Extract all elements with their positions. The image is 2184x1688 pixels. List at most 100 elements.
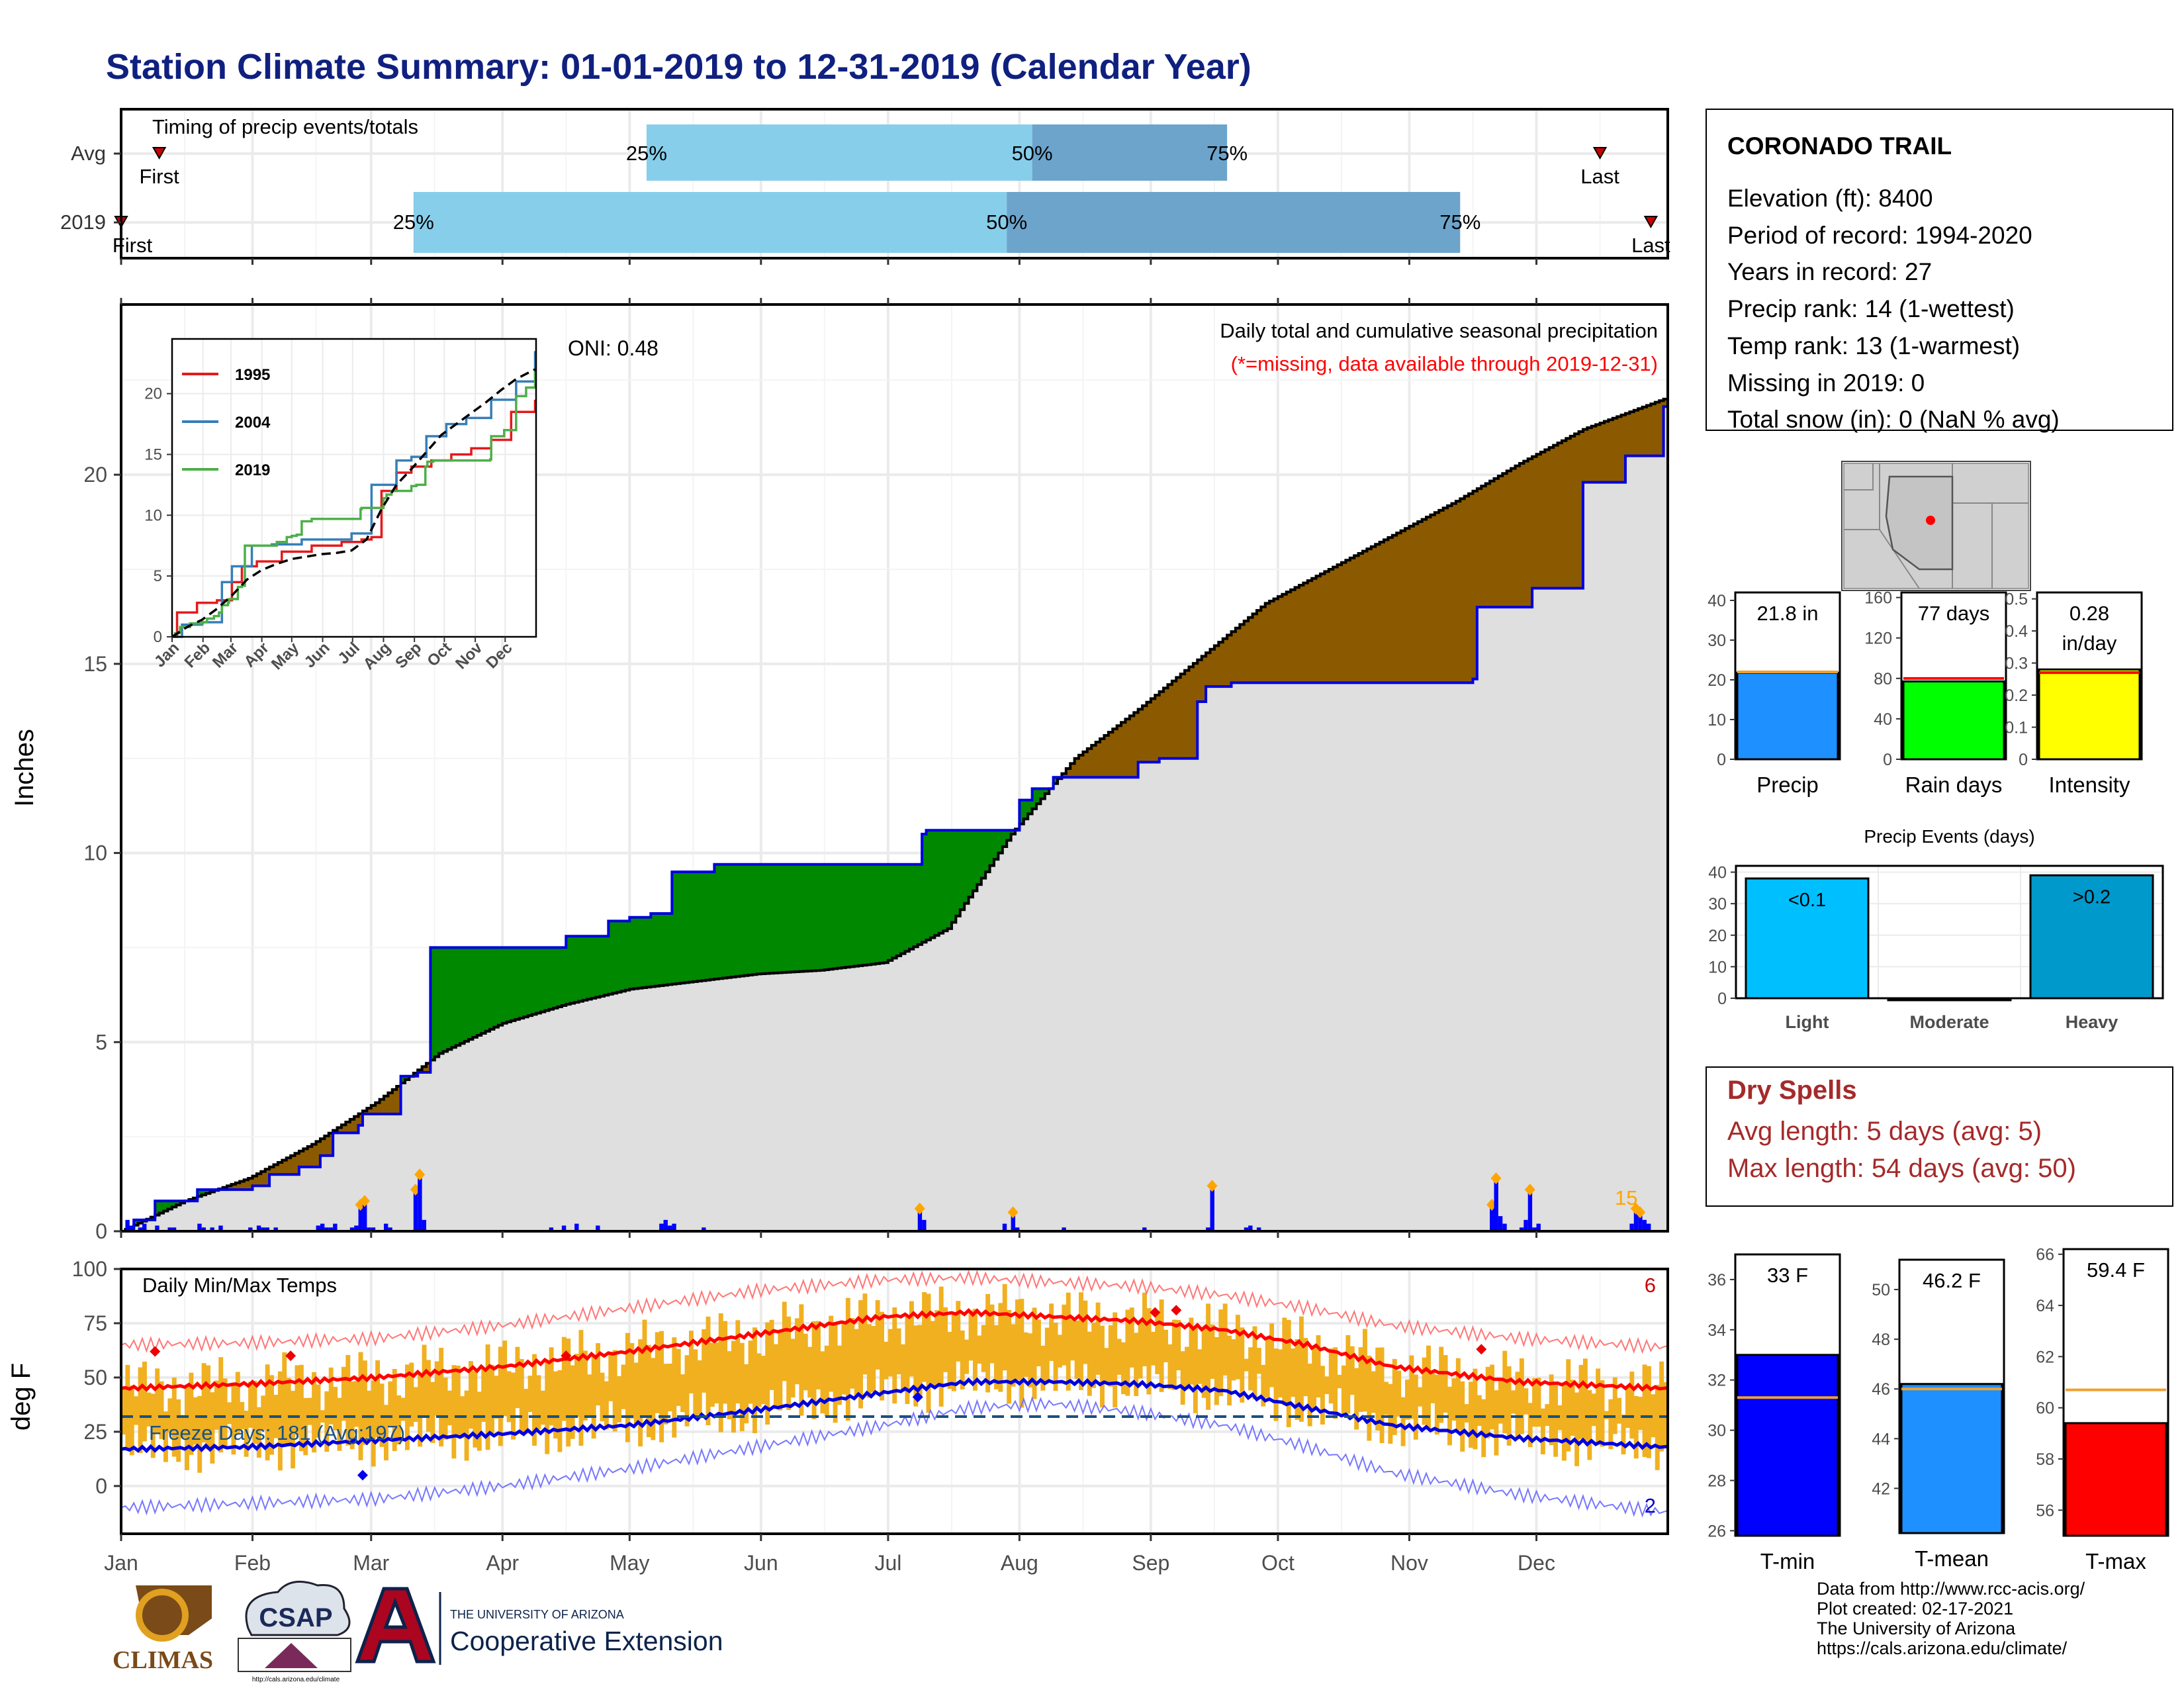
precip-deficit-slice	[1617, 416, 1622, 483]
daily-precip-bar	[1532, 1227, 1537, 1231]
daily-precip-bar	[171, 1227, 177, 1231]
daily-temp-bar	[1291, 1348, 1296, 1397]
summary-ytick-label: 0	[1883, 751, 1892, 769]
daily-temp-bar	[1113, 1312, 1118, 1408]
daily-temp-bar	[756, 1353, 762, 1407]
daily-temp-bar	[884, 1341, 889, 1380]
precip-surplus-slice	[702, 872, 707, 981]
daily-temp-bar	[320, 1410, 325, 1423]
daily-temp-bar	[676, 1348, 681, 1406]
daily-temp-bar	[1083, 1300, 1088, 1364]
daily-temp-bar	[659, 1331, 664, 1442]
daily-temp-bar	[171, 1377, 177, 1457]
summary-ytick-label: 80	[1874, 670, 1892, 688]
daily-temp-bar	[1265, 1337, 1270, 1398]
daily-temp-bar	[1002, 1284, 1007, 1371]
precip-surplus-slice	[485, 947, 490, 1031]
precip-deficit-slice	[1515, 465, 1520, 608]
daily-temp-bar	[561, 1336, 567, 1421]
daily-precip-bar	[1248, 1225, 1253, 1231]
precip-deficit-slice	[1125, 719, 1130, 778]
daily-temp-bar	[1193, 1327, 1198, 1413]
daily-temp-bar	[1578, 1364, 1584, 1440]
daily-temp-bar	[582, 1350, 588, 1421]
precip-events-ytick-label: 40	[1708, 864, 1727, 882]
precip-surplus-slice	[655, 914, 660, 986]
month-label: Apr	[486, 1551, 519, 1575]
precip-deficit-slice	[1527, 459, 1533, 608]
precip-deficit-slice	[1574, 434, 1580, 588]
daily-temp-bar	[663, 1364, 668, 1425]
daily-temp-bar	[1058, 1335, 1062, 1368]
precip-deficit-slice	[150, 1217, 156, 1220]
precip-deficit-slice	[316, 1141, 321, 1167]
daily-temp-bar	[938, 1286, 944, 1407]
precip-deficit-slice	[1138, 709, 1143, 763]
precip-surplus-slice	[909, 864, 914, 949]
summary-value-label-2: in/day	[2062, 632, 2117, 655]
precip-surplus-slice	[981, 830, 986, 878]
daily-temp-bar	[252, 1380, 257, 1444]
first-event-label: First	[139, 165, 179, 188]
precip-deficit-slice	[1455, 501, 1461, 683]
daily-precip-bar	[142, 1223, 147, 1231]
climas-logo: CLIMAS	[113, 1585, 213, 1674]
daily-precip-bar	[1015, 1227, 1020, 1231]
oni-label: ONI: 0.48	[568, 336, 659, 360]
daily-temp-bar	[1049, 1303, 1054, 1361]
precip-deficit-slice	[261, 1171, 266, 1186]
precip-surplus-slice	[811, 864, 817, 971]
precip-events-ytick-label: 10	[1708, 958, 1727, 976]
daily-temp-bar	[1277, 1349, 1283, 1397]
precip-surplus-slice	[451, 947, 457, 1048]
precip-surplus-slice	[1040, 788, 1046, 799]
summary-ytick-label: 30	[1707, 1422, 1726, 1440]
daily-precip-bar	[667, 1225, 672, 1231]
daily-temp-bar	[1587, 1390, 1592, 1460]
precip-deficit-slice	[349, 1119, 355, 1133]
precip-ytick-label: 15	[83, 652, 107, 676]
precip-surplus-slice	[1044, 788, 1050, 794]
daily-temp-bar	[455, 1366, 461, 1435]
precip-surplus-slice	[731, 864, 736, 977]
precip-surplus-slice	[663, 914, 668, 986]
summary-value-label: 77 days	[1918, 602, 1990, 625]
precip-deficit-slice	[1116, 726, 1122, 778]
daily-temp-bar	[1363, 1329, 1367, 1412]
daily-temp-bar	[591, 1354, 596, 1439]
daily-temp-bar	[189, 1372, 194, 1455]
daily-temp-bar	[1214, 1336, 1219, 1405]
daily-temp-bar	[185, 1386, 189, 1470]
precip-surplus-slice	[519, 947, 524, 1019]
csap-logo-text: CSAP	[259, 1603, 332, 1632]
precip-surplus-slice	[608, 921, 614, 994]
precip-deficit-slice	[426, 1063, 431, 1072]
precip-deficit-slice	[295, 1153, 300, 1175]
summary-value-bar	[2064, 1422, 2167, 1537]
month-label: Jan	[104, 1551, 138, 1575]
precip-deficit-slice	[1464, 496, 1469, 683]
missing-note: (*=missing, data available through 2019-…	[1231, 352, 1658, 375]
daily-precip-bar	[917, 1208, 923, 1231]
precip-deficit-slice	[1193, 663, 1198, 759]
summary-panel-label: T-max	[2085, 1549, 2146, 1573]
daily-precip-bar	[1502, 1223, 1507, 1231]
daily-temp-bar	[646, 1344, 651, 1438]
avg-max-line	[120, 1308, 1668, 1392]
summary-ytick-label: 0	[2019, 751, 2028, 769]
daily-temp-bar	[519, 1359, 524, 1433]
precip-surplus-slice	[896, 864, 901, 956]
precip-surplus-slice	[871, 864, 876, 964]
precip-deficit-slice	[1371, 546, 1376, 683]
precip-deficit-slice	[1638, 408, 1643, 456]
precip-surplus-slice	[582, 936, 588, 1001]
daily-temp-bar	[206, 1365, 210, 1450]
daily-temp-bar	[142, 1361, 147, 1442]
precip-surplus-slice	[604, 936, 609, 996]
precip-deficit-slice	[1265, 603, 1270, 683]
precip-deficit-slice	[1502, 473, 1508, 608]
daily-temp-bar	[600, 1372, 605, 1422]
precip-deficit-slice	[379, 1099, 385, 1114]
credit-data-source: Data from http://www.rcc-acis.org/	[1817, 1579, 2085, 1599]
